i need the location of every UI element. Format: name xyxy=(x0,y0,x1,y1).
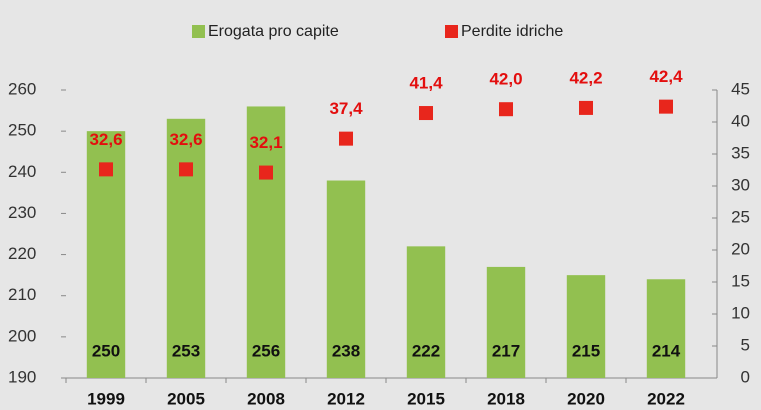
data-label: 32,6 xyxy=(89,130,122,149)
legend-swatch xyxy=(192,25,205,38)
data-label: 238 xyxy=(332,341,360,360)
data-label: 215 xyxy=(572,341,600,360)
data-label: 256 xyxy=(252,341,280,360)
data-label: 42,2 xyxy=(569,68,602,87)
y2-tick-label: 40 xyxy=(731,111,750,130)
data-label: 222 xyxy=(412,341,440,360)
legend-label: Perdite idriche xyxy=(461,23,563,40)
marker xyxy=(179,162,193,177)
marker xyxy=(99,162,113,177)
data-label: 250 xyxy=(92,341,120,360)
x-tick-label: 1999 xyxy=(87,389,125,408)
marker xyxy=(419,106,433,121)
bar xyxy=(486,266,526,378)
y2-tick-label: 25 xyxy=(731,207,750,226)
data-label: 253 xyxy=(172,341,200,360)
data-label: 42,0 xyxy=(489,70,522,89)
x-tick-label: 2020 xyxy=(567,389,605,408)
bar xyxy=(166,118,206,379)
x-tick-label: 2008 xyxy=(247,389,285,408)
data-label: 217 xyxy=(492,341,520,360)
y-tick-label: 190 xyxy=(8,367,36,386)
marker xyxy=(659,99,673,114)
bar xyxy=(646,279,686,378)
y2-tick-label: 15 xyxy=(731,271,750,290)
y-tick-label: 240 xyxy=(8,162,36,181)
bar xyxy=(246,106,286,378)
marker xyxy=(339,131,353,146)
y2-tick-label: 30 xyxy=(731,175,750,194)
bar xyxy=(406,246,446,378)
y-tick-label: 210 xyxy=(8,285,36,304)
y2-tick-label: 35 xyxy=(731,143,750,162)
legend-swatch xyxy=(445,25,458,38)
marker xyxy=(499,102,513,117)
y2-tick-label: 10 xyxy=(731,303,750,322)
y2-tick-label: 45 xyxy=(731,79,750,98)
y-tick-label: 200 xyxy=(8,326,36,345)
marker xyxy=(259,165,273,180)
y-tick-label: 250 xyxy=(8,121,36,140)
data-label: 41,4 xyxy=(409,74,443,93)
data-label: 42,4 xyxy=(649,67,683,86)
y2-tick-label: 0 xyxy=(741,367,750,386)
bar xyxy=(566,275,606,378)
x-tick-label: 2012 xyxy=(327,389,365,408)
data-label: 32,6 xyxy=(169,130,202,149)
y-tick-label: 260 xyxy=(8,79,36,98)
x-tick-label: 2018 xyxy=(487,389,525,408)
data-label: 32,1 xyxy=(249,133,282,152)
y-tick-label: 230 xyxy=(8,203,36,222)
legend-label: Erogata pro capite xyxy=(208,23,339,40)
marker xyxy=(579,100,593,115)
x-tick-label: 2005 xyxy=(167,389,205,408)
data-label: 214 xyxy=(652,341,681,360)
x-tick-label: 2015 xyxy=(407,389,445,408)
data-label: 37,4 xyxy=(329,99,363,118)
y-tick-label: 220 xyxy=(8,244,36,263)
bar xyxy=(326,180,366,378)
y2-tick-label: 20 xyxy=(731,239,750,258)
x-tick-label: 2022 xyxy=(647,389,685,408)
y2-tick-label: 5 xyxy=(741,335,750,354)
